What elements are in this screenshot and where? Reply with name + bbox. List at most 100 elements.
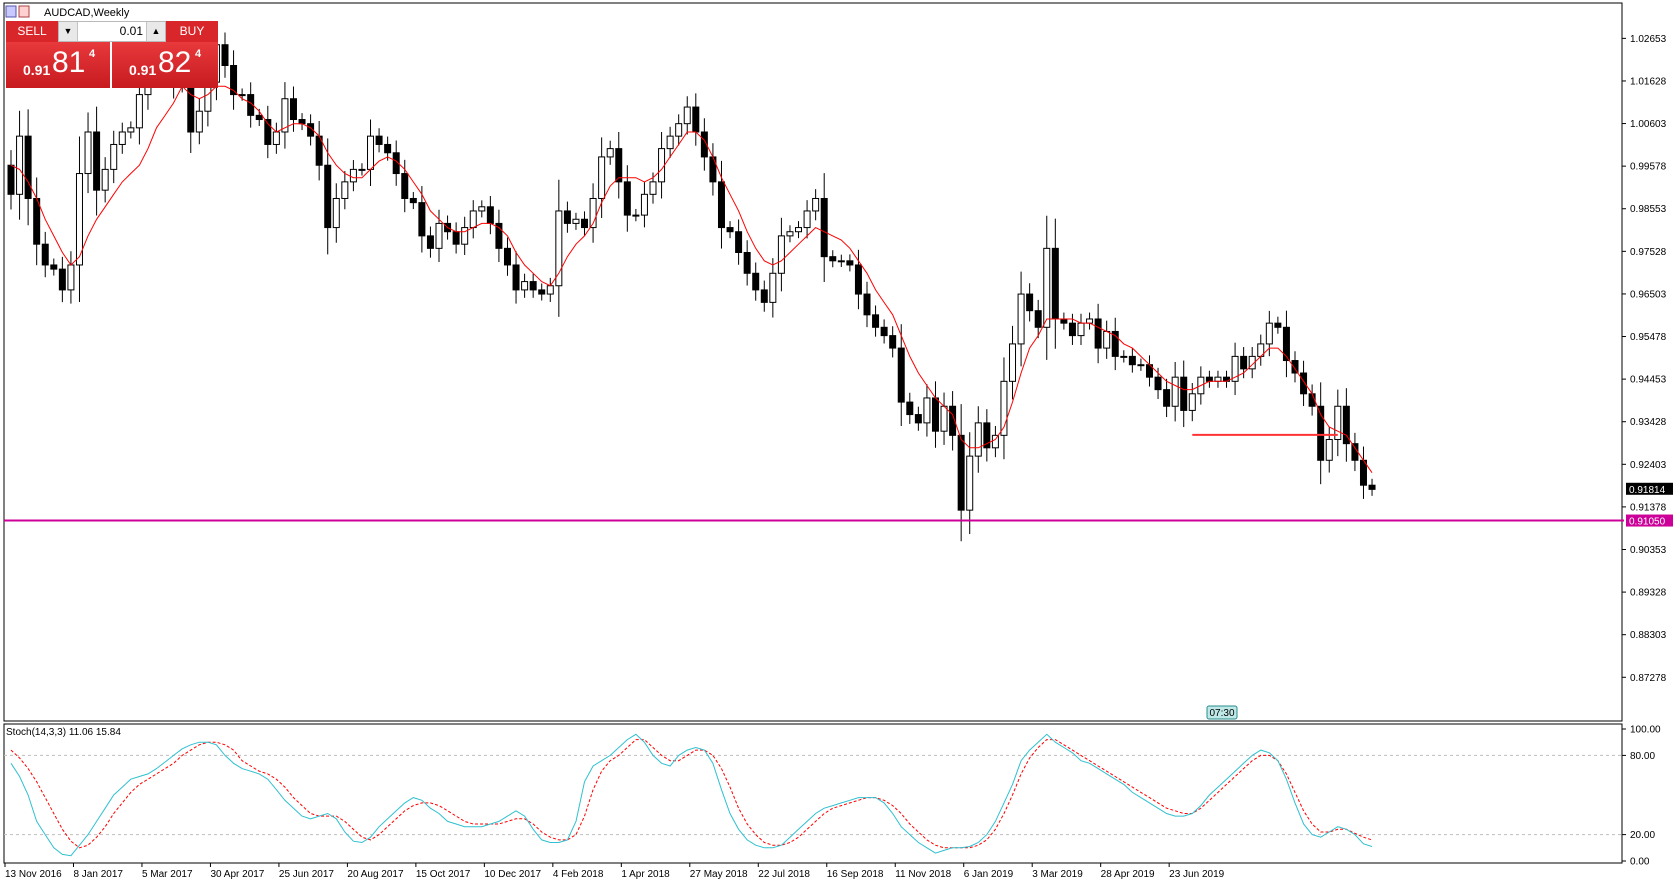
bull-candle: [1077, 322, 1085, 337]
price-tick-label: 0.94453: [1630, 375, 1667, 386]
bear-candle: [230, 65, 238, 96]
bull-candle: [675, 123, 683, 137]
bear-candle: [863, 293, 871, 316]
bull-candle: [238, 94, 246, 97]
chevron-up-icon[interactable]: ▲: [146, 22, 165, 41]
time-tick-label: 20 Aug 2017: [347, 869, 404, 880]
main-chart-pane[interactable]: 1.02653 1.01628 1.00603 0.99578 0.98553 0.975…: [3, 2, 1673, 722]
time-tick-label: 8 Jan 2017: [73, 869, 123, 880]
bull-candle: [110, 143, 118, 170]
bull-candle: [572, 218, 580, 224]
price-tick-label: 0.87278: [1630, 673, 1667, 684]
bear-candle: [880, 326, 888, 337]
time-badge-label: 07:30: [1209, 708, 1234, 719]
stochastic-signal-line: [10, 739, 1373, 849]
bull-candle: [589, 197, 597, 229]
lot-size-stepper[interactable]: ▼ 0.01 ▲: [58, 21, 166, 42]
bull-candle: [769, 272, 777, 303]
bull-candle: [118, 131, 126, 145]
main-plot-area[interactable]: [3, 2, 1623, 722]
buy-price-prefix: 0.91: [129, 62, 157, 78]
bull-candle: [75, 173, 83, 266]
bear-candle: [846, 260, 854, 266]
bull-candle: [777, 235, 785, 274]
bear-candle: [829, 256, 837, 262]
bear-candle: [50, 264, 58, 270]
bear-candle: [1291, 360, 1299, 374]
bear-candle: [392, 152, 400, 175]
bear-candle: [1154, 376, 1162, 391]
bear-candle: [409, 197, 417, 204]
bull-candle: [606, 148, 614, 158]
price-tick-label: 0.88303: [1630, 630, 1667, 641]
indicator-pane[interactable]: 100.00 80.00 20.00 0.00 Stoch(14,3,3) 11.06…: [3, 723, 1661, 868]
sell-button[interactable]: SELL: [6, 21, 58, 42]
time-tick-label: 6 Jan 2019: [964, 869, 1014, 880]
time-axis: 13 Nov 2016 8 Jan 2017 5 Mar 2017 30 Apr 20…: [4, 863, 1225, 880]
indicator-label: Stoch(14,3,3) 11.06 15.84: [6, 727, 121, 738]
indicator-plot-area[interactable]: [3, 723, 1623, 864]
bear-candle: [289, 98, 297, 121]
sell-price-quote[interactable]: 0.91 81 4: [6, 42, 110, 88]
bear-candle: [1068, 322, 1076, 337]
bull-candle: [598, 156, 606, 199]
bull-candle: [1334, 405, 1342, 441]
bull-candle: [16, 135, 24, 195]
bull-candle: [632, 214, 640, 217]
bear-candle: [486, 206, 494, 224]
bear-candle: [1034, 310, 1042, 328]
bear-candle: [581, 218, 589, 229]
bull-candle: [435, 222, 443, 249]
bear-candle: [1205, 376, 1213, 382]
bull-candle: [341, 181, 349, 199]
sell-price-pips: 81: [52, 46, 86, 79]
bear-candle: [93, 131, 101, 191]
bear-candle: [41, 243, 49, 266]
bear-candle: [854, 264, 862, 295]
bear-candle: [735, 231, 743, 254]
bull-candle: [478, 206, 486, 212]
bear-candle: [1351, 443, 1359, 461]
chevron-down-icon[interactable]: ▼: [59, 22, 78, 41]
bull-candle: [1120, 355, 1128, 358]
lot-size-value[interactable]: 0.01: [119, 24, 143, 38]
bear-candle: [752, 272, 760, 291]
chart-window-icon: [5, 5, 17, 18]
price-tick-label: 0.98553: [1630, 204, 1667, 215]
bear-candle: [1026, 293, 1034, 312]
bull-candle: [1009, 343, 1017, 382]
window-title: AUDCAD,Weekly: [44, 7, 130, 19]
bull-candle: [683, 106, 691, 125]
price-tick-label: 1.02653: [1630, 34, 1667, 45]
bull-candle: [101, 168, 109, 191]
bull-candle: [991, 434, 999, 449]
time-tick-label: 30 Apr 2017: [210, 869, 264, 880]
bull-candle: [837, 260, 845, 263]
price-tick-label: 0.92403: [1630, 460, 1667, 471]
time-tick-label: 27 May 2018: [690, 869, 748, 880]
bull-candle: [1248, 355, 1256, 370]
buy-button[interactable]: BUY: [166, 21, 218, 42]
bull-candle: [666, 135, 674, 150]
current-price-label: 0.91814: [1629, 485, 1666, 496]
bear-candle: [418, 202, 426, 237]
price-axis: 1.02653 1.01628 1.00603 0.99578 0.98553 0.975…: [1622, 34, 1673, 684]
bear-candle: [426, 235, 434, 249]
bear-candle: [615, 148, 623, 183]
time-tick-label: 25 Jun 2017: [279, 869, 334, 880]
bull-candle: [469, 210, 477, 229]
bull-candle: [812, 197, 820, 212]
bull-candle: [84, 131, 92, 175]
bull-candle: [1265, 322, 1273, 345]
bull-candle: [67, 264, 75, 291]
stochastic-tick-label: 0.00: [1630, 857, 1650, 868]
bear-candle: [709, 156, 717, 183]
sell-price-prefix: 0.91: [23, 62, 51, 78]
bear-candle: [401, 173, 409, 199]
sell-price-fraction: 4: [89, 48, 96, 60]
price-tick-label: 0.90353: [1630, 545, 1667, 556]
bear-candle: [872, 314, 880, 328]
buy-price-quote[interactable]: 0.91 82 4: [112, 42, 218, 88]
bull-candle: [649, 181, 657, 195]
bear-candle: [949, 405, 957, 436]
